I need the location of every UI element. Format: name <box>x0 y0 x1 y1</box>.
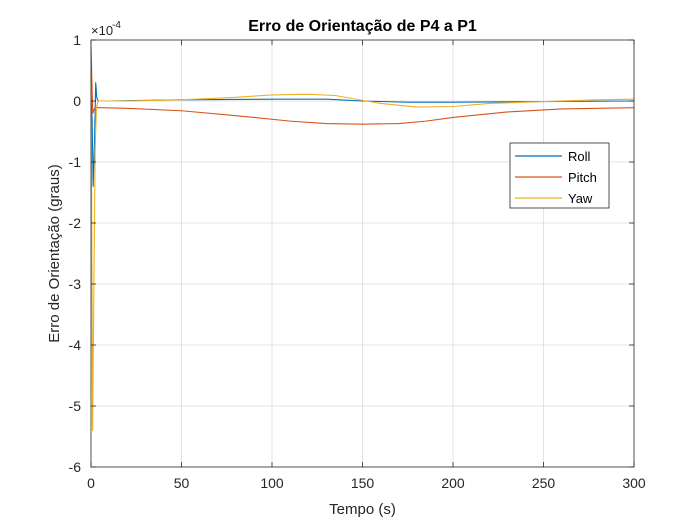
x-tick-label: 250 <box>532 475 556 491</box>
y-tick-label: -2 <box>69 215 82 231</box>
y-tick-label: -6 <box>69 459 82 475</box>
legend-label-yaw: Yaw <box>568 191 593 206</box>
y-tick-label: 1 <box>73 32 81 48</box>
y-tick-label: -3 <box>69 276 82 292</box>
x-axis-label: Tempo (s) <box>329 501 396 518</box>
x-tick-label: 50 <box>174 475 190 491</box>
y-tick-label: -5 <box>69 398 82 414</box>
y-exponent-power: -4 <box>112 20 121 31</box>
series-line-pitch <box>90 46 635 125</box>
legend-label-roll: Roll <box>568 149 591 164</box>
y-exponent-base: ×10 <box>91 23 113 38</box>
y-tick-label: -1 <box>69 154 82 170</box>
chart-title: Erro de Orientação de P4 a P1 <box>248 18 477 35</box>
x-tick-label: 0 <box>87 475 95 491</box>
x-tick-label: 100 <box>260 475 284 491</box>
y-tick-label: 0 <box>73 93 81 109</box>
x-tick-label: 300 <box>622 475 646 491</box>
legend: Roll Pitch Yaw <box>509 142 610 209</box>
series-line-yaw <box>90 70 635 431</box>
legend-label-pitch: Pitch <box>568 170 597 185</box>
x-tick-label: 150 <box>351 475 375 491</box>
series-layer <box>90 46 635 431</box>
x-tick-label: 200 <box>441 475 465 491</box>
y-axis-label: Erro de Orientação (graus) <box>46 164 63 342</box>
y-exponent: ×10 -4 <box>91 20 121 38</box>
y-tick-label: -4 <box>69 337 82 353</box>
ticks: 0 50 100 150 200 250 300 1 0 -1 -2 -3 -4 -5 -6 <box>69 32 646 491</box>
legend-box <box>509 142 610 209</box>
